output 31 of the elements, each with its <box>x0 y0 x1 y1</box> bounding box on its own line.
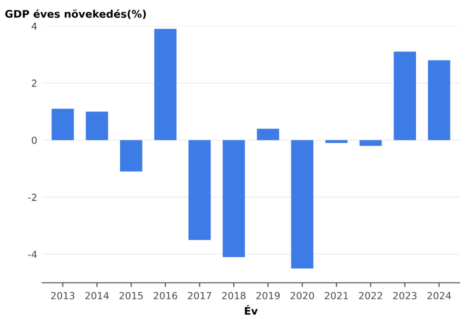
bar <box>428 60 450 140</box>
y-tick-label: -4 <box>28 250 37 258</box>
x-axis-title: Év <box>244 305 258 315</box>
bar <box>394 52 416 140</box>
x-tick-label: 2019 <box>256 292 280 300</box>
bar <box>360 140 382 146</box>
x-tick-label: 2018 <box>222 292 246 300</box>
x-tick-label: 2013 <box>51 292 74 300</box>
y-tick-label: 4 <box>32 22 37 30</box>
y-tick-label: -2 <box>28 194 36 201</box>
bar <box>291 140 314 268</box>
x-tick-label: 2015 <box>120 292 143 300</box>
x-tick-label: 2022 <box>359 292 382 300</box>
x-tick-label: 2020 <box>290 292 314 300</box>
x-tick-label: 2014 <box>85 292 109 300</box>
y-tick-label: 2 <box>32 80 36 87</box>
bar <box>52 108 74 140</box>
y-tick-label: 0 <box>32 136 37 144</box>
bar <box>325 140 348 143</box>
bar <box>120 140 142 172</box>
chart-title: GDP éves növekedés(%) <box>5 9 146 20</box>
bar <box>222 140 245 258</box>
bar <box>256 128 280 140</box>
bar <box>188 140 211 240</box>
x-tick-label: 2016 <box>154 292 178 300</box>
x-tick-label: 2024 <box>427 292 451 300</box>
bar <box>86 112 108 140</box>
bar <box>154 28 176 140</box>
x-tick-label: 2023 <box>393 292 416 300</box>
x-tick-label: 2017 <box>188 292 212 300</box>
x-tick-label: 2021 <box>324 292 348 300</box>
